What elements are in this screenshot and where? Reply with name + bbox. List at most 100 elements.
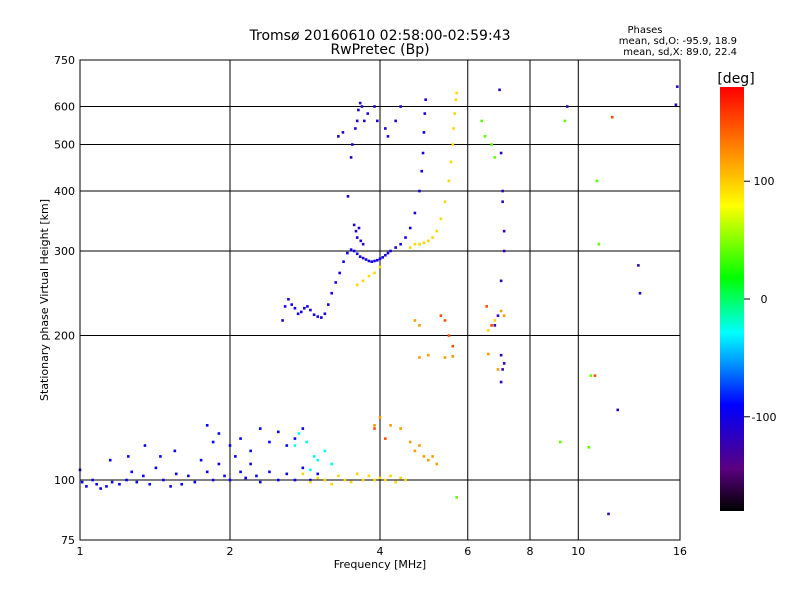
- data-point: [589, 374, 593, 377]
- data-point: [422, 455, 426, 458]
- data-point: [361, 242, 365, 246]
- stats-heading: Phases: [627, 25, 662, 36]
- data-point: [423, 112, 427, 115]
- y-tick-label: 200: [54, 330, 75, 343]
- data-point: [349, 248, 353, 251]
- data-point: [451, 143, 455, 146]
- data-point: [424, 98, 427, 101]
- data-point: [342, 260, 345, 264]
- data-point: [426, 458, 430, 462]
- data-point: [451, 344, 455, 348]
- data-point: [502, 362, 506, 365]
- data-points: [78, 85, 679, 516]
- data-point: [130, 470, 134, 474]
- x-tick-label: 1: [77, 545, 84, 558]
- data-point: [637, 264, 640, 267]
- data-point: [386, 135, 390, 138]
- data-point: [394, 119, 397, 123]
- data-point: [418, 189, 421, 193]
- data-point: [378, 257, 382, 261]
- data-point: [108, 458, 112, 462]
- data-point: [367, 259, 371, 263]
- data-point: [330, 462, 334, 466]
- data-point: [352, 223, 356, 227]
- chart-subtitle: RwPretec (Bp): [330, 42, 429, 58]
- colorbar: [720, 87, 744, 511]
- data-point: [337, 135, 340, 138]
- data-point: [228, 444, 232, 447]
- data-point: [323, 312, 327, 316]
- data-point: [420, 169, 423, 173]
- data-point: [355, 472, 359, 476]
- y-tick-label: 750: [54, 54, 75, 67]
- data-point: [452, 127, 455, 130]
- data-point: [290, 303, 294, 306]
- data-point: [239, 470, 242, 474]
- data-point: [299, 310, 303, 314]
- data-point: [408, 226, 412, 230]
- data-point: [373, 259, 376, 263]
- data-point: [422, 131, 426, 134]
- data-point: [502, 249, 506, 253]
- data-point: [125, 478, 128, 482]
- data-point: [404, 236, 407, 239]
- stats-line-o: mean, sd,O: -95.9, 18.9: [619, 36, 737, 47]
- data-point: [501, 189, 504, 193]
- data-point: [174, 472, 178, 476]
- data-point: [346, 251, 349, 255]
- y-tick-label: 300: [54, 245, 75, 258]
- data-point: [384, 437, 387, 440]
- data-point: [502, 314, 506, 317]
- data-point: [358, 255, 362, 258]
- data-point: [408, 246, 412, 249]
- data-point: [95, 482, 98, 486]
- data-point: [443, 319, 447, 322]
- data-point: [285, 472, 289, 476]
- data-point: [320, 316, 323, 319]
- data-point: [389, 424, 392, 427]
- data-point: [309, 468, 312, 472]
- data-point: [126, 455, 130, 458]
- data-point: [341, 131, 345, 134]
- y-tick-label: 75: [61, 534, 75, 547]
- data-point: [110, 480, 114, 484]
- x-tick-label: 6: [464, 545, 471, 558]
- data-point: [498, 88, 501, 92]
- data-point: [148, 482, 152, 486]
- data-point: [276, 478, 280, 482]
- data-point: [287, 297, 290, 301]
- data-point: [616, 408, 620, 412]
- data-point: [309, 478, 312, 482]
- data-point: [323, 478, 327, 482]
- data-point: [351, 143, 354, 146]
- data-point: [454, 98, 458, 101]
- axis-ticks: 1 2 4 6 8 10 16 75 100 200 300 400 500 600 750: [54, 54, 687, 558]
- data-point: [281, 319, 284, 322]
- data-point: [638, 291, 642, 295]
- data-point: [375, 119, 379, 123]
- data-point: [499, 380, 503, 384]
- data-point: [142, 474, 145, 478]
- data-point: [349, 480, 353, 484]
- data-point: [418, 444, 421, 447]
- data-point: [426, 239, 430, 243]
- data-point: [193, 480, 197, 484]
- data-point: [154, 466, 158, 470]
- data-point: [394, 246, 397, 249]
- data-point: [355, 236, 359, 239]
- data-point: [501, 200, 504, 204]
- data-point: [180, 482, 184, 486]
- data-point: [337, 474, 340, 478]
- data-point: [244, 476, 247, 480]
- data-point: [205, 470, 209, 474]
- data-point: [173, 449, 177, 453]
- data-point: [439, 314, 443, 317]
- data-point: [413, 242, 417, 246]
- data-point: [228, 478, 232, 482]
- data-point: [249, 462, 252, 466]
- data-point: [373, 478, 376, 482]
- x-tick-label: 8: [527, 545, 534, 558]
- data-point: [354, 127, 357, 130]
- data-point: [367, 474, 371, 478]
- data-point: [143, 444, 147, 447]
